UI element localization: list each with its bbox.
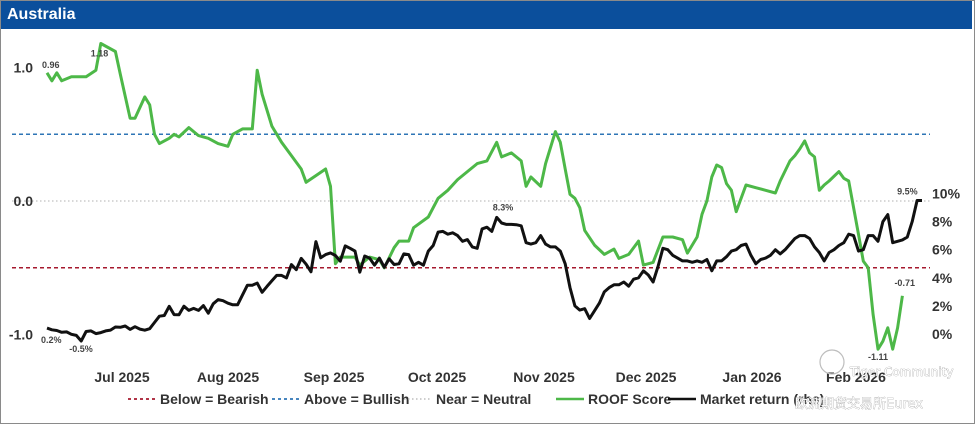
watermark: Tiger Community 欧洲期货交易所Eurex [795, 349, 954, 412]
x-tick-label: Sep 2025 [304, 369, 365, 385]
y-right-tick-label: 8% [932, 214, 953, 230]
y-left-tick-label: 1.0 [14, 60, 34, 76]
x-tick-label: Aug 2025 [197, 369, 259, 385]
legend-label: Below = Bearish [160, 391, 269, 407]
y-right-tick-label: 4% [932, 270, 953, 286]
data-label: 1.18 [91, 48, 109, 58]
roof-score-line [45, 42, 904, 351]
legend-label: Near = Neutral [436, 391, 531, 407]
x-tick-label: Feb 2026 [826, 369, 886, 385]
legend-label: Above = Bullish [304, 391, 409, 407]
x-tick-label: Dec 2025 [616, 369, 677, 385]
market-return-line [46, 199, 922, 343]
reference-lines [12, 133, 930, 269]
data-label: 9.5% [897, 187, 918, 197]
x-tick-label: Jan 2026 [722, 369, 781, 385]
data-label: -1.11 [868, 352, 888, 362]
data-label: -0.5% [69, 344, 93, 354]
data-labels: 0.96 1.18 -0.71 -1.11 0.2% -0.5% 8.3% 9.5% [41, 48, 918, 362]
data-label: 0.2% [41, 335, 62, 345]
x-tick-label: Nov 2025 [513, 369, 575, 385]
chart-header: Australia [1, 1, 972, 29]
chart-title: Australia [7, 6, 76, 23]
x-tick-label: Jul 2025 [94, 369, 149, 385]
y-right-tick-label: 10% [932, 186, 961, 202]
y-left-tick-label: 0.0 [14, 193, 34, 209]
x-tick-label: Oct 2025 [408, 369, 467, 385]
watermark-line2: 欧洲期货交易所Eurex [795, 396, 923, 412]
data-label: -0.71 [894, 278, 915, 288]
legend-label: Market return (rhs) [700, 391, 824, 407]
y-right-tick-label: 0% [932, 326, 953, 342]
data-label: 8.3% [493, 202, 514, 212]
watermark-line1: Tiger Community [849, 365, 954, 379]
legend: Below = Bearish Above = Bullish Near = Neu… [128, 391, 824, 407]
y-right-tick-label: 2% [932, 298, 953, 314]
axis-ticks: 1.0 0.0 -1.0 10% 8% 6% 4% 2% 0% Jul 2025 Aug 2025 S… [9, 60, 961, 386]
watermark-logo-icon [819, 349, 845, 375]
legend-label: ROOF Score [588, 391, 671, 407]
y-left-tick-label: -1.0 [9, 327, 33, 343]
y-right-tick-label: 6% [932, 242, 953, 258]
series-lines [45, 42, 922, 351]
data-label: 0.96 [42, 60, 60, 70]
